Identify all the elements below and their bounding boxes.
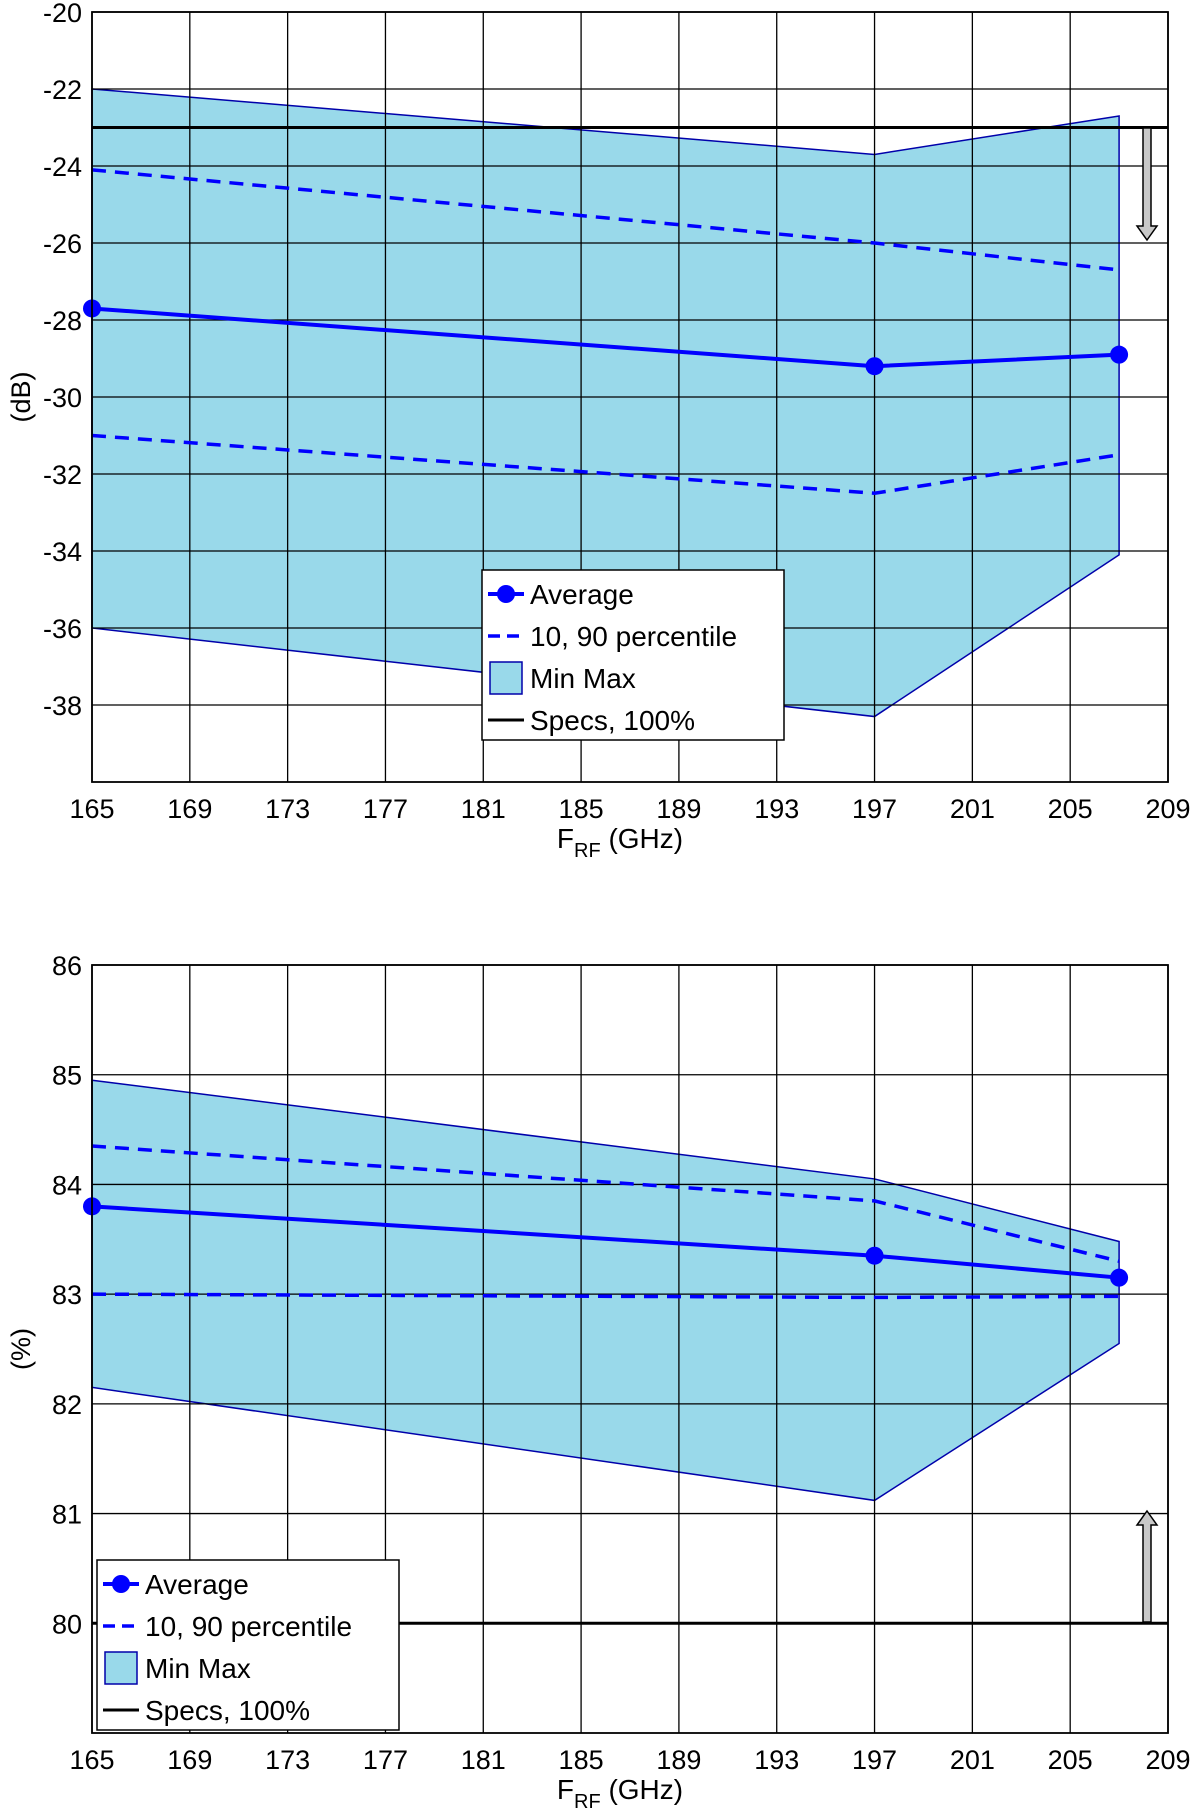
x-tick-label: 209: [1145, 1745, 1190, 1775]
y-tick-label: 82: [52, 1390, 82, 1420]
y-tick-label: -30: [43, 383, 82, 413]
x-tick-label: 177: [363, 794, 408, 824]
average-point: [865, 1246, 884, 1265]
percentile-10-line: [91, 433, 1120, 496]
x-axis-label: FRF (GHz): [557, 1774, 683, 1813]
y-tick-label: -36: [43, 614, 82, 644]
y-tick-label: 81: [52, 1500, 82, 1530]
x-tick-label: 173: [265, 794, 310, 824]
x-tick-label: 177: [363, 1745, 408, 1775]
x-tick-label: 205: [1048, 1745, 1093, 1775]
x-tick-label: 181: [461, 794, 506, 824]
legend-label: Specs, 100%: [530, 705, 695, 736]
spec-arrow-icon: [1135, 1509, 1159, 1623]
legend-marker-average: [112, 1575, 130, 1593]
legend-swatch-minmax: [489, 661, 523, 695]
x-tick-label: 165: [69, 1745, 114, 1775]
legend-swatch-minmax: [104, 1651, 138, 1685]
y-tick-label: 85: [52, 1061, 82, 1091]
y-tick-label: 84: [52, 1170, 82, 1200]
legend-marker-average: [497, 585, 515, 603]
legend-label: Min Max: [145, 1653, 251, 1684]
legend: Average 10, 90 percentile Min Max Specs, 10…: [481, 569, 785, 741]
y-tick-label: -26: [43, 229, 82, 259]
legend-label: Average: [530, 579, 634, 610]
x-tick-label: 169: [167, 1745, 212, 1775]
y-axis-label: (dB): [6, 371, 36, 422]
legend-label: Min Max: [530, 663, 636, 694]
axes-frame: [91, 964, 1169, 1734]
y-tick-label: -32: [43, 460, 82, 490]
x-tick-label: 193: [754, 1745, 799, 1775]
legend-box: [481, 569, 785, 741]
legend-label: Specs, 100%: [145, 1695, 310, 1726]
y-tick-label: -34: [43, 537, 82, 567]
x-tick-label: 193: [754, 794, 799, 824]
x-tick-label: 201: [950, 794, 995, 824]
x-tick-label: 173: [265, 1745, 310, 1775]
x-tick-label: 197: [852, 1745, 897, 1775]
axes-frame: [91, 11, 1169, 783]
x-tick-label: 205: [1048, 794, 1093, 824]
x-tick-label: 185: [559, 794, 604, 824]
percentile-10-line: [91, 1292, 1120, 1300]
percentile-90-line: [91, 168, 1120, 272]
spec-arrow-icon: [1135, 127, 1159, 242]
percentile-90-line: [91, 1144, 1120, 1263]
legend-label: 10, 90 percentile: [530, 621, 737, 652]
dB-chart: 165 169 173 177 181 185 189 193 197 201 205 209 -38 -…: [6, 0, 1191, 862]
x-tick-label: 189: [656, 794, 701, 824]
x-axis-label: FRF (GHz): [557, 823, 683, 862]
average-point: [1110, 345, 1129, 364]
x-tick-label: 169: [167, 794, 212, 824]
average-point: [865, 357, 884, 376]
y-tick-label: -22: [43, 75, 82, 105]
x-tick-label: 165: [69, 794, 114, 824]
y-tick-label: -20: [43, 0, 82, 28]
percent-chart: 165 169 173 177 181 185 189 193 197 201 205 209 80 81…: [6, 951, 1191, 1813]
x-tick-label: 197: [852, 794, 897, 824]
x-tick-label: 181: [461, 1745, 506, 1775]
y-tick-label: 86: [52, 951, 82, 981]
legend-box: [96, 1559, 400, 1731]
x-tick-label: 185: [559, 1745, 604, 1775]
average-point: [1110, 1268, 1129, 1287]
y-tick-label: 83: [52, 1280, 82, 1310]
y-tick-label: -38: [43, 691, 82, 721]
y-tick-label: -24: [43, 152, 82, 182]
y-tick-label: -28: [43, 306, 82, 336]
y-axis-label: (%): [6, 1328, 36, 1370]
legend-label: Average: [145, 1569, 249, 1600]
x-tick-label: 201: [950, 1745, 995, 1775]
x-tick-label: 189: [656, 1745, 701, 1775]
y-tick-label: 80: [52, 1609, 82, 1639]
legend: Average 10, 90 percentile Min Max Specs, 10…: [96, 1559, 400, 1731]
legend-label: 10, 90 percentile: [145, 1611, 352, 1642]
x-tick-label: 209: [1145, 794, 1190, 824]
